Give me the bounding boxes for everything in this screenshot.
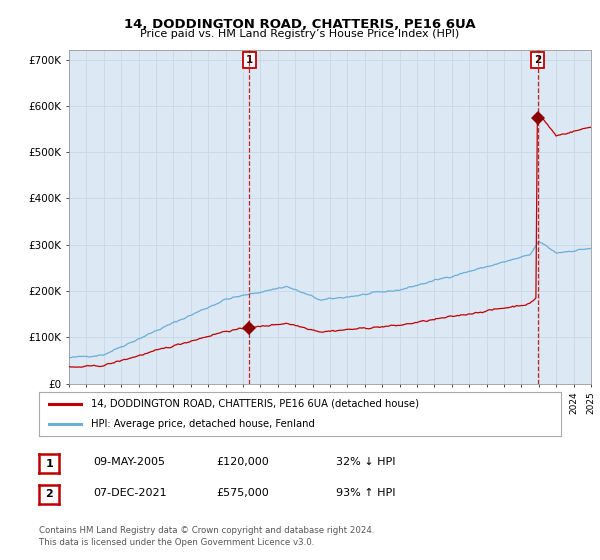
Text: Contains HM Land Registry data © Crown copyright and database right 2024.: Contains HM Land Registry data © Crown c… [39, 526, 374, 535]
Text: 1: 1 [245, 55, 253, 65]
Text: 32% ↓ HPI: 32% ↓ HPI [336, 457, 395, 467]
Text: 1: 1 [46, 459, 53, 469]
Text: 2: 2 [46, 489, 53, 500]
Text: 14, DODDINGTON ROAD, CHATTERIS, PE16 6UA (detached house): 14, DODDINGTON ROAD, CHATTERIS, PE16 6UA… [91, 399, 419, 409]
Text: 09-MAY-2005: 09-MAY-2005 [93, 457, 165, 467]
Text: £575,000: £575,000 [216, 488, 269, 498]
Text: 14, DODDINGTON ROAD, CHATTERIS, PE16 6UA: 14, DODDINGTON ROAD, CHATTERIS, PE16 6UA [124, 18, 476, 31]
Text: This data is licensed under the Open Government Licence v3.0.: This data is licensed under the Open Gov… [39, 538, 314, 547]
Text: Price paid vs. HM Land Registry’s House Price Index (HPI): Price paid vs. HM Land Registry’s House … [140, 29, 460, 39]
Text: HPI: Average price, detached house, Fenland: HPI: Average price, detached house, Fenl… [91, 419, 315, 429]
Text: 07-DEC-2021: 07-DEC-2021 [93, 488, 167, 498]
Text: 93% ↑ HPI: 93% ↑ HPI [336, 488, 395, 498]
Text: £120,000: £120,000 [216, 457, 269, 467]
Text: 2: 2 [534, 55, 541, 65]
